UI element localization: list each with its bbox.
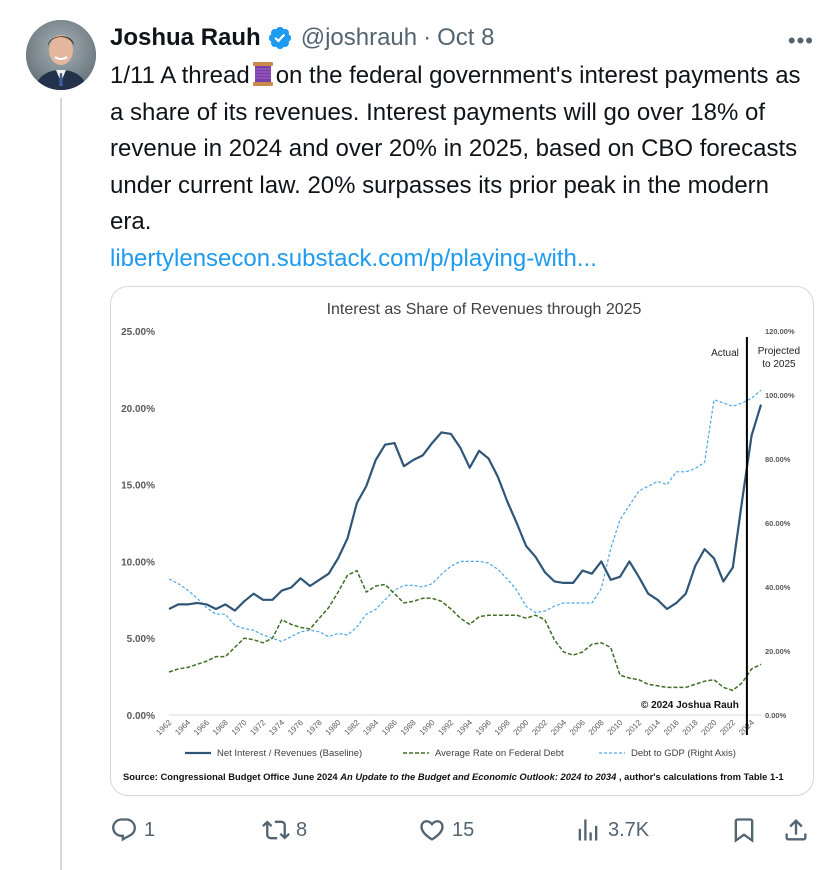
series-layer [168, 389, 763, 692]
bookmark-button[interactable] [730, 816, 764, 844]
x-tick-label: 2006 [568, 718, 587, 737]
legend-label-2: Average Rate on Federal Debt [435, 748, 564, 759]
right-tick-label: 120.00% [765, 327, 795, 336]
chart-image[interactable]: Interest as Share of Revenues through 20… [110, 286, 814, 796]
series-line-3 [168, 389, 762, 642]
left-axis-ticks: 0.00% 5.00% 10.00% 15.00% 20.00% 25.00% [121, 327, 155, 722]
right-axis-ticks: 0.00% 20.00% 40.00% 60.00% 80.00% 100.00% 120.… [765, 327, 795, 720]
more-options-icon[interactable]: ••• [787, 28, 814, 53]
x-tick-label: 2016 [662, 718, 681, 737]
action-bar: 1 8 15 3.7K [110, 816, 814, 852]
x-tick-label: 1976 [286, 718, 305, 737]
x-tick-label: 2012 [624, 718, 643, 737]
annotation-actual: Actual [711, 348, 739, 359]
x-tick-label: 1974 [267, 718, 286, 737]
right-tick-label: 0.00% [765, 711, 787, 720]
chart-source: Source: Congressional Budget Office June… [123, 771, 784, 782]
x-tick-label: 1962 [154, 718, 173, 737]
x-tick-label: 1968 [211, 718, 230, 737]
heart-icon [420, 820, 444, 841]
source-report-title: An Update to the Budget and Economic Out… [339, 771, 617, 782]
author-name[interactable]: Joshua Rauh [110, 24, 261, 51]
x-tick-label: 1980 [324, 718, 343, 737]
right-tick-label: 40.00% [765, 583, 791, 592]
right-tick-label: 20.00% [765, 647, 791, 656]
x-tick-label: 1994 [455, 718, 474, 737]
views-icon [578, 819, 598, 841]
x-tick-label: 1972 [248, 718, 267, 737]
avatar[interactable] [26, 20, 96, 90]
series-line-2 [168, 569, 762, 692]
x-tick-label: 2010 [606, 718, 625, 737]
right-tick-label: 100.00% [765, 391, 795, 400]
source-prefix: Source: Congressional Budget Office June… [123, 771, 338, 782]
repost-count: 8 [296, 818, 308, 841]
x-tick-label: 2008 [587, 718, 606, 737]
left-tick-label: 20.00% [121, 404, 155, 415]
profile-photo-icon [26, 20, 96, 90]
views-button[interactable]: 3.7K [574, 816, 649, 844]
bookmark-icon [734, 818, 754, 843]
verified-badge-icon[interactable] [267, 25, 293, 51]
repost-button[interactable]: 8 [262, 816, 307, 844]
annotation-projected: Projected [758, 346, 800, 357]
tweet-text-intro: 1/11 A thread [110, 62, 250, 89]
tweet-text-main: on the federal government's interest pay… [110, 62, 801, 235]
share-button[interactable] [782, 816, 816, 844]
x-tick-label: 1966 [192, 718, 211, 737]
separator-dot: · [423, 24, 432, 51]
tweet-body: 1/11 A thread on the federal government's… [110, 58, 810, 277]
right-tick-label: 80.00% [765, 455, 791, 464]
views-count: 3.7K [608, 818, 650, 841]
x-tick-label: 2004 [549, 718, 568, 737]
series-line-1 [168, 404, 763, 612]
article-link[interactable]: libertylensecon.substack.com/p/playing-w… [110, 244, 597, 272]
x-tick-label: 1984 [361, 718, 380, 737]
reply-icon [112, 818, 136, 842]
x-tick-label: 1986 [380, 718, 399, 737]
x-tick-label: 2014 [643, 718, 662, 737]
legend-label-1: Net Interest / Revenues (Baseline) [217, 748, 362, 759]
author-handle[interactable]: @joshrauh [300, 24, 418, 51]
left-tick-label: 5.00% [127, 634, 155, 645]
post-date[interactable]: Oct 8 [437, 24, 495, 51]
x-axis-ticks: 1962 1964 1966 1968 1970 1972 1974 1976 1978 1980… [154, 714, 761, 737]
line-chart: Interest as Share of Revenues through 20… [121, 301, 800, 782]
x-tick-label: 1964 [173, 718, 192, 737]
x-tick-label: 1998 [493, 718, 512, 737]
left-tick-label: 0.00% [127, 711, 155, 722]
left-tick-label: 15.00% [121, 481, 155, 492]
chart-copyright: © 2024 Joshua Rauh [641, 700, 739, 711]
x-tick-label: 2022 [718, 718, 737, 737]
tweet-header: Joshua Rauh @joshrauh · Oct 8 [110, 22, 495, 54]
repost-icon [262, 820, 290, 840]
x-tick-label: 1990 [418, 718, 437, 737]
thread-connector-line [60, 98, 62, 870]
x-tick-label: 2000 [512, 718, 531, 737]
source-suffix: , author's calculations from Table 1-1 [619, 771, 784, 782]
x-tick-label: 1970 [230, 718, 249, 737]
x-tick-label: 1982 [342, 718, 361, 737]
x-tick-label: 1978 [305, 718, 324, 737]
annotation-projected-year: to 2025 [762, 359, 796, 370]
legend-label-3: Debt to GDP (Right Axis) [631, 748, 736, 759]
reply-count: 1 [144, 818, 156, 841]
x-tick-label: 2002 [530, 718, 549, 737]
chart-legend: Net Interest / Revenues (Baseline) Averag… [185, 748, 736, 759]
spool-of-thread-icon [252, 61, 274, 87]
x-tick-label: 1996 [474, 718, 493, 737]
x-tick-label: 1988 [399, 718, 418, 737]
reply-button[interactable]: 1 [110, 816, 155, 844]
like-count: 15 [452, 818, 475, 841]
x-tick-label: 2018 [681, 718, 700, 737]
like-button[interactable]: 15 [418, 816, 474, 844]
x-tick-label: 1992 [436, 718, 455, 737]
chart-title: Interest as Share of Revenues through 20… [327, 301, 642, 318]
share-icon [785, 819, 807, 841]
x-tick-label: 2020 [699, 718, 718, 737]
left-tick-label: 10.00% [121, 557, 155, 568]
right-tick-label: 60.00% [765, 519, 791, 528]
left-tick-label: 25.00% [121, 327, 155, 338]
